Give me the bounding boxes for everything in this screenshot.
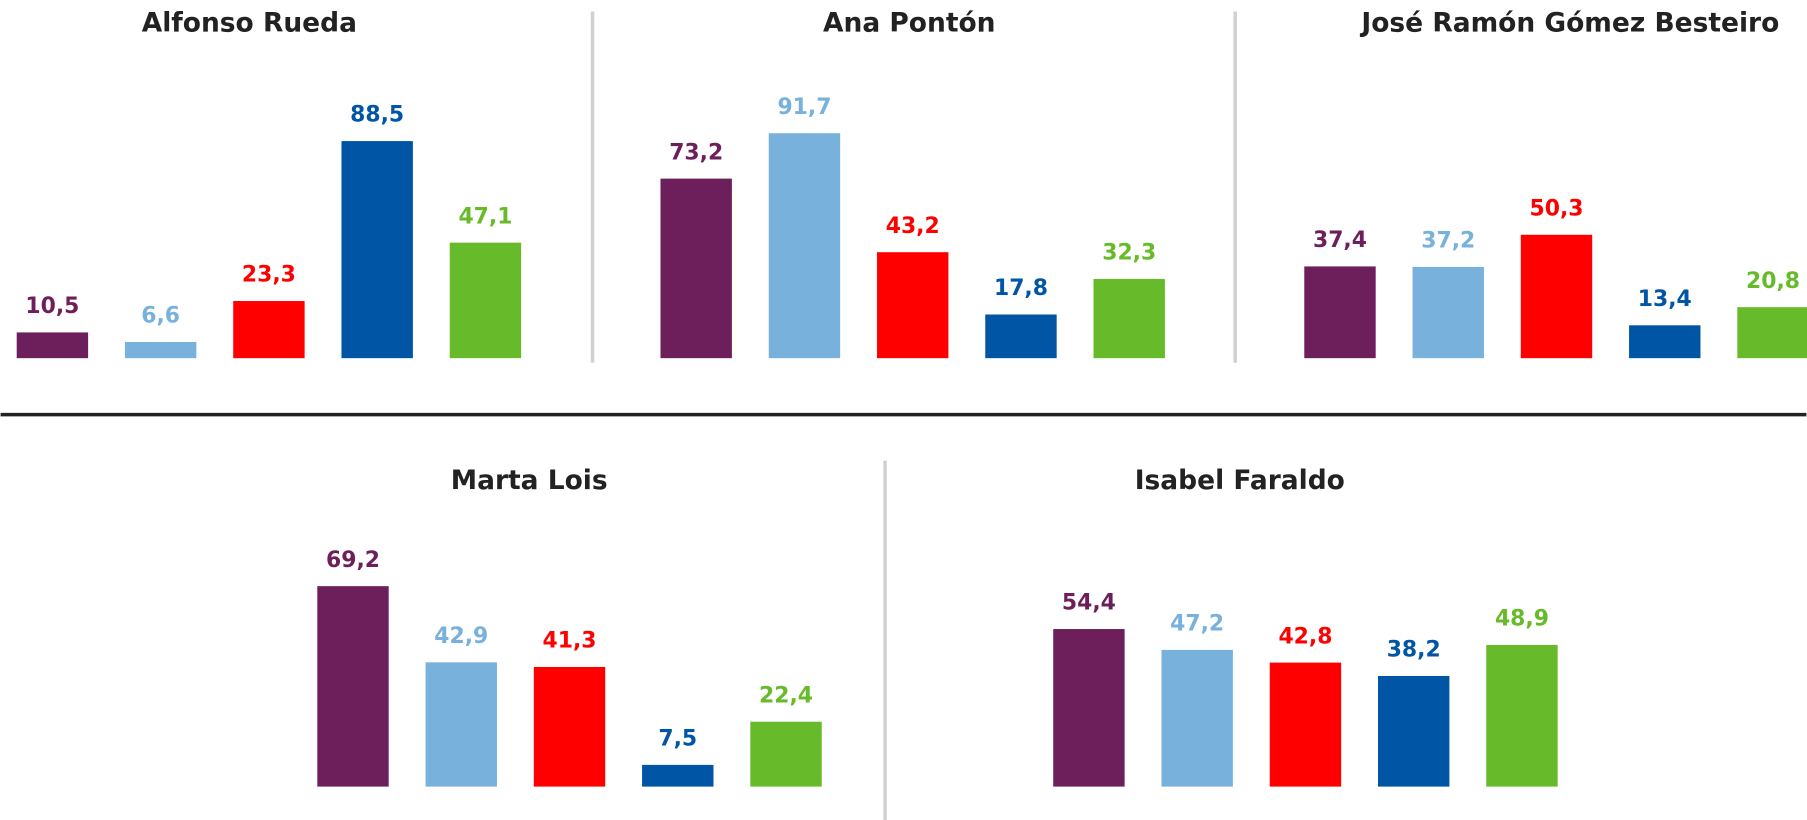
bar	[750, 721, 822, 787]
value-label: 42,8	[1278, 624, 1332, 649]
bar	[877, 252, 949, 359]
bar	[124, 341, 197, 359]
bar	[317, 586, 389, 787]
bar	[533, 666, 606, 787]
bar	[1269, 662, 1342, 787]
value-label: 42,9	[434, 624, 488, 649]
bar	[1304, 266, 1376, 359]
bar	[233, 301, 305, 359]
bar	[1629, 325, 1701, 359]
bar	[425, 662, 497, 787]
bar	[341, 141, 413, 359]
bar	[1520, 234, 1593, 359]
bar	[16, 332, 89, 359]
value-label: 32,3	[1102, 241, 1156, 266]
chart-title: Marta Lois	[451, 465, 608, 496]
value-label: 7,5	[658, 727, 697, 752]
bar	[1412, 266, 1484, 359]
value-label: 47,1	[458, 204, 512, 229]
value-label: 69,2	[326, 548, 380, 573]
bar	[1737, 307, 1807, 359]
chart-title: Alfonso Rueda	[142, 8, 357, 39]
bar	[449, 242, 522, 359]
chart-title: Isabel Faraldo	[1135, 465, 1345, 496]
value-label: 38,2	[1387, 638, 1441, 663]
value-label: 23,3	[242, 263, 296, 288]
value-label: 6,6	[141, 304, 180, 329]
bar	[1093, 278, 1165, 359]
bar	[985, 314, 1057, 359]
bar	[1053, 629, 1125, 787]
bar	[1486, 644, 1558, 787]
value-label: 22,4	[759, 683, 813, 708]
value-label: 88,5	[350, 103, 404, 128]
bar	[1377, 675, 1450, 787]
chart-title: Ana Pontón	[823, 8, 996, 39]
value-label: 47,2	[1170, 612, 1224, 637]
value-label: 48,9	[1495, 607, 1549, 632]
bar	[660, 178, 732, 359]
value-label: 50,3	[1530, 196, 1584, 221]
value-label: 37,4	[1313, 228, 1367, 253]
chart-title: José Ramón Gómez Besteiro	[1359, 8, 1779, 39]
value-label: 37,2	[1421, 229, 1475, 254]
bar	[642, 764, 714, 787]
value-label: 73,2	[669, 140, 723, 165]
value-label: 43,2	[886, 214, 940, 239]
value-label: 54,4	[1062, 591, 1116, 616]
value-label: 91,7	[777, 95, 831, 120]
bar	[1161, 649, 1233, 787]
value-label: 10,5	[25, 294, 79, 319]
value-label: 17,8	[994, 276, 1048, 301]
bar	[768, 133, 841, 359]
value-label: 20,8	[1746, 269, 1800, 294]
value-label: 41,3	[543, 629, 597, 654]
value-label: 13,4	[1638, 287, 1692, 312]
